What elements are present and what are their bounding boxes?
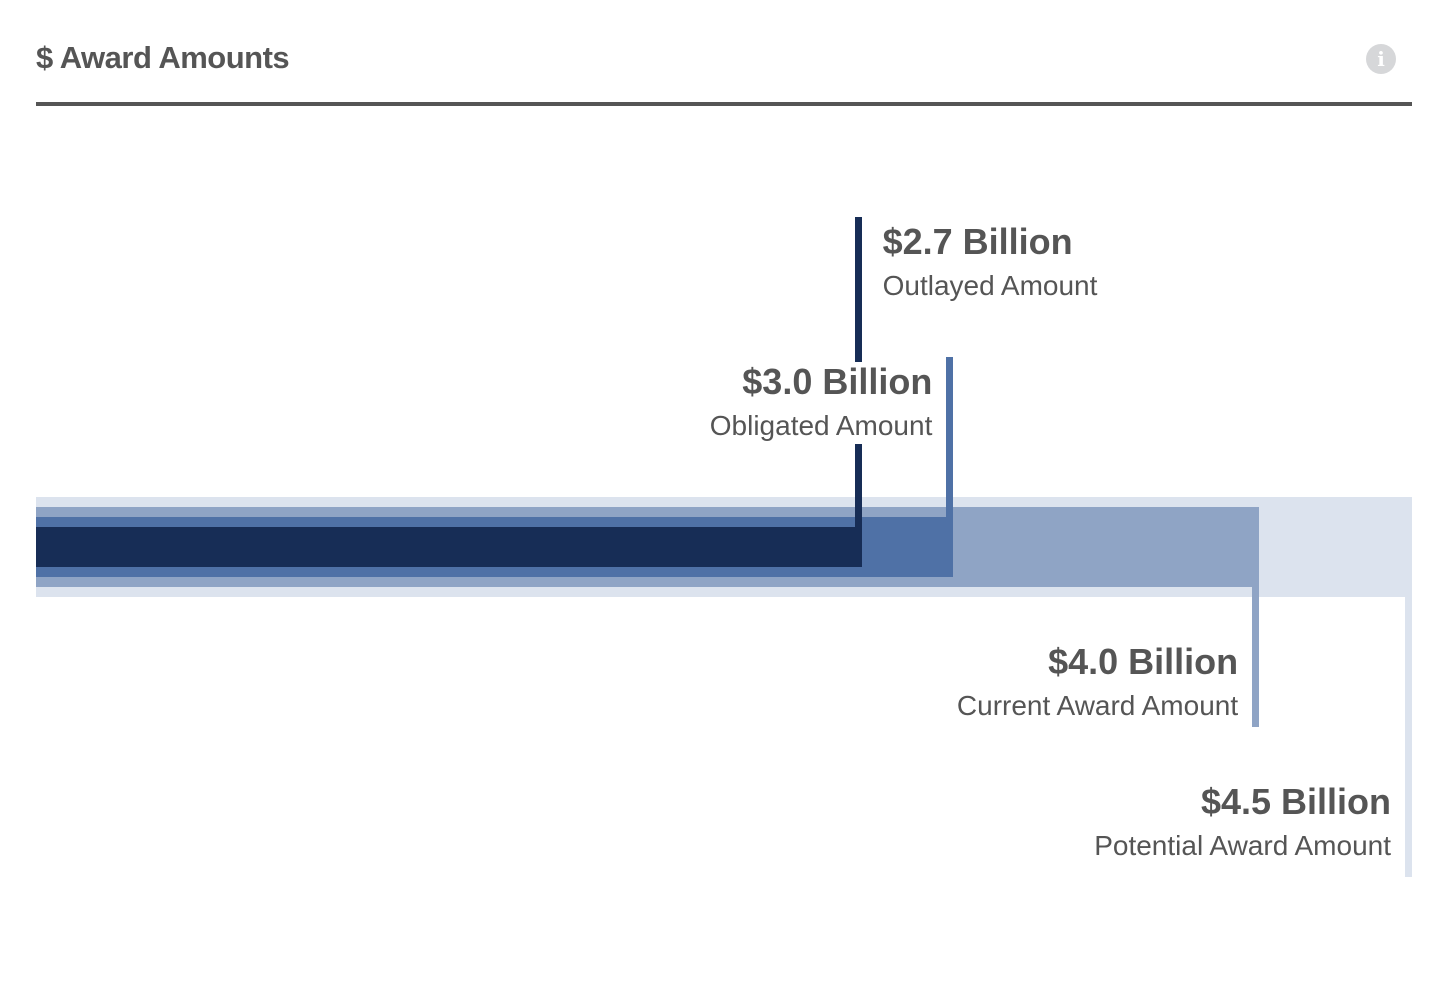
title-divider xyxy=(36,102,1412,106)
value-label: $3.0 Billion xyxy=(742,361,933,402)
description-label: Outlayed Amount xyxy=(882,270,1098,301)
value-label: $2.7 Billion xyxy=(882,221,1073,262)
marker-line-obligated xyxy=(946,357,954,517)
label-current: $4.0 Billion Current Award Amount xyxy=(956,641,1239,724)
info-circle-icon[interactable]: i xyxy=(1366,44,1396,74)
description-label: Obligated Amount xyxy=(709,410,933,441)
value-label: $4.5 Billion xyxy=(1200,781,1391,822)
value-label: $4.0 Billion xyxy=(1048,641,1239,682)
label-obligated: $3.0 Billion Obligated Amount xyxy=(709,361,933,444)
description-label: Current Award Amount xyxy=(956,690,1239,721)
section-title: $ Award Amounts xyxy=(36,40,290,75)
marker-line-potential xyxy=(1405,597,1412,877)
description-label: Potential Award Amount xyxy=(1094,830,1391,861)
label-potential: $4.5 Billion Potential Award Amount xyxy=(1094,782,1391,864)
bar-outlayed xyxy=(36,527,862,567)
marker-line-current xyxy=(1252,587,1260,727)
label-outlayed: $2.7 Billion Outlayed Amount xyxy=(882,221,1098,304)
